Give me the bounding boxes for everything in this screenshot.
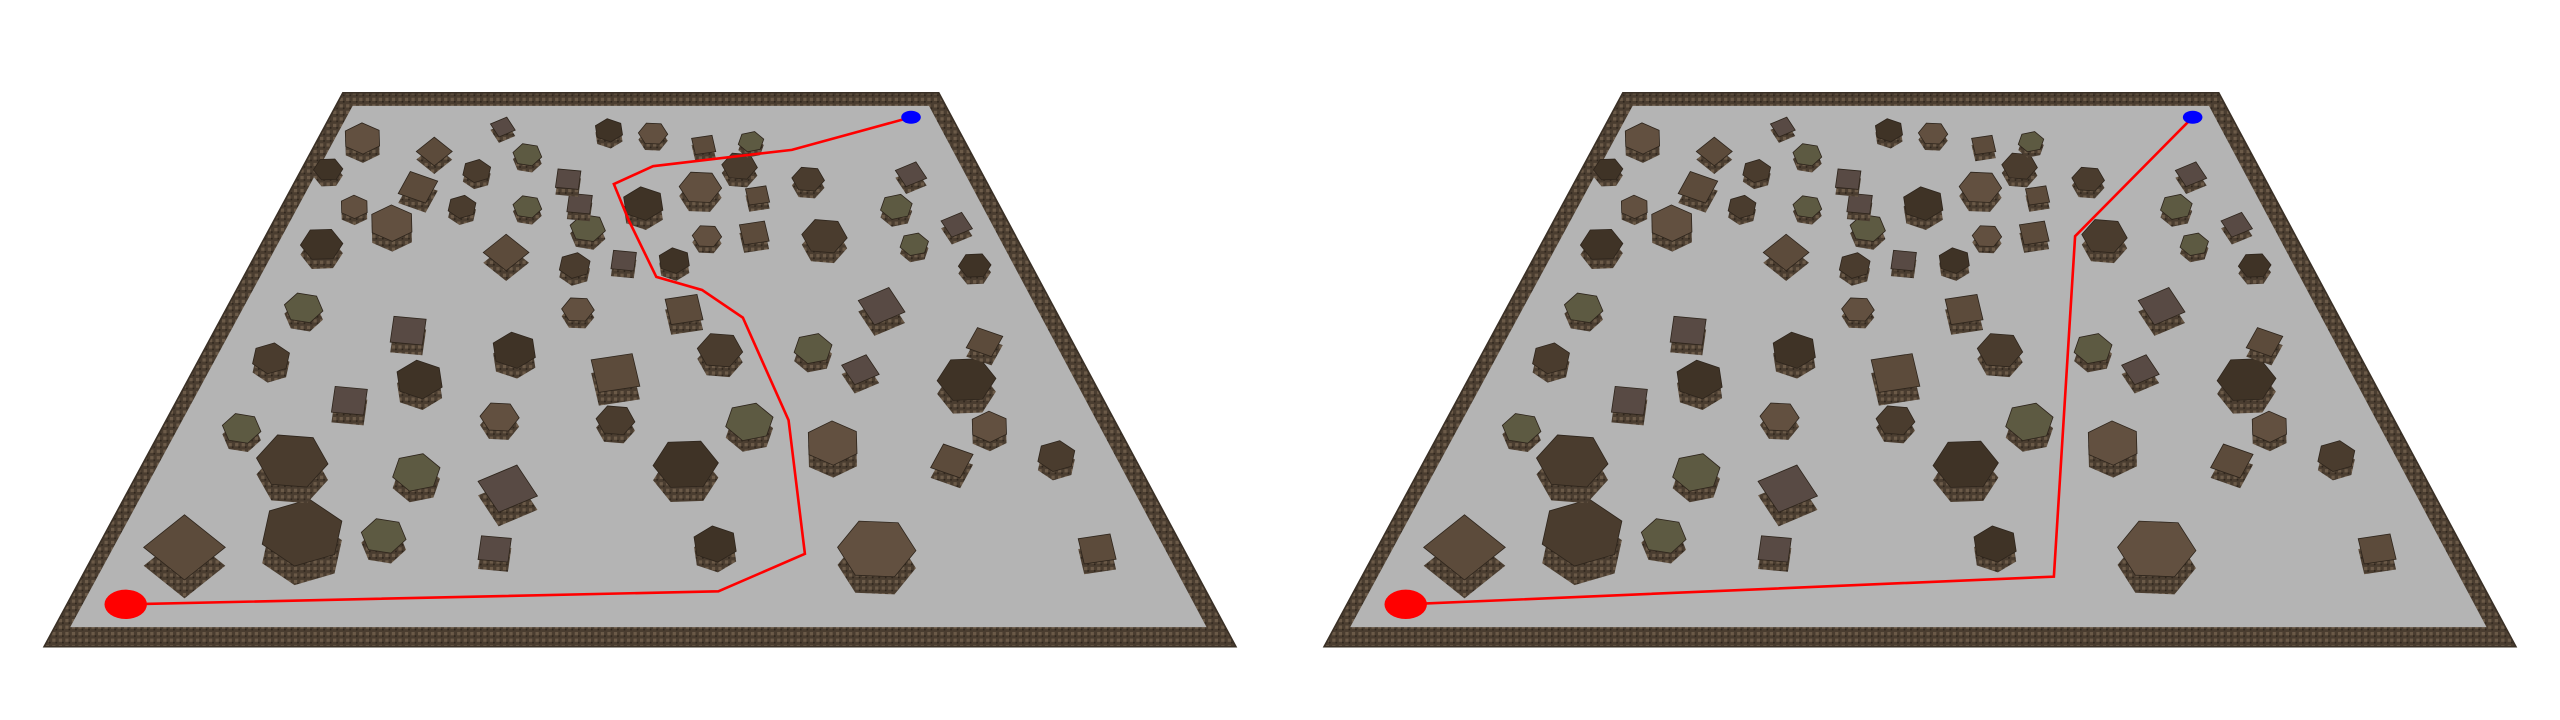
- board: [1323, 92, 2517, 648]
- path: [1405, 116, 2194, 606]
- goal-marker: [901, 110, 921, 124]
- board: [43, 92, 1237, 648]
- panel-right: [1323, 92, 2517, 648]
- goal-marker: [2182, 110, 2203, 124]
- start-marker: [1384, 589, 1427, 620]
- panel-left: [43, 92, 1237, 648]
- start-marker: [104, 589, 147, 620]
- path: [125, 116, 912, 606]
